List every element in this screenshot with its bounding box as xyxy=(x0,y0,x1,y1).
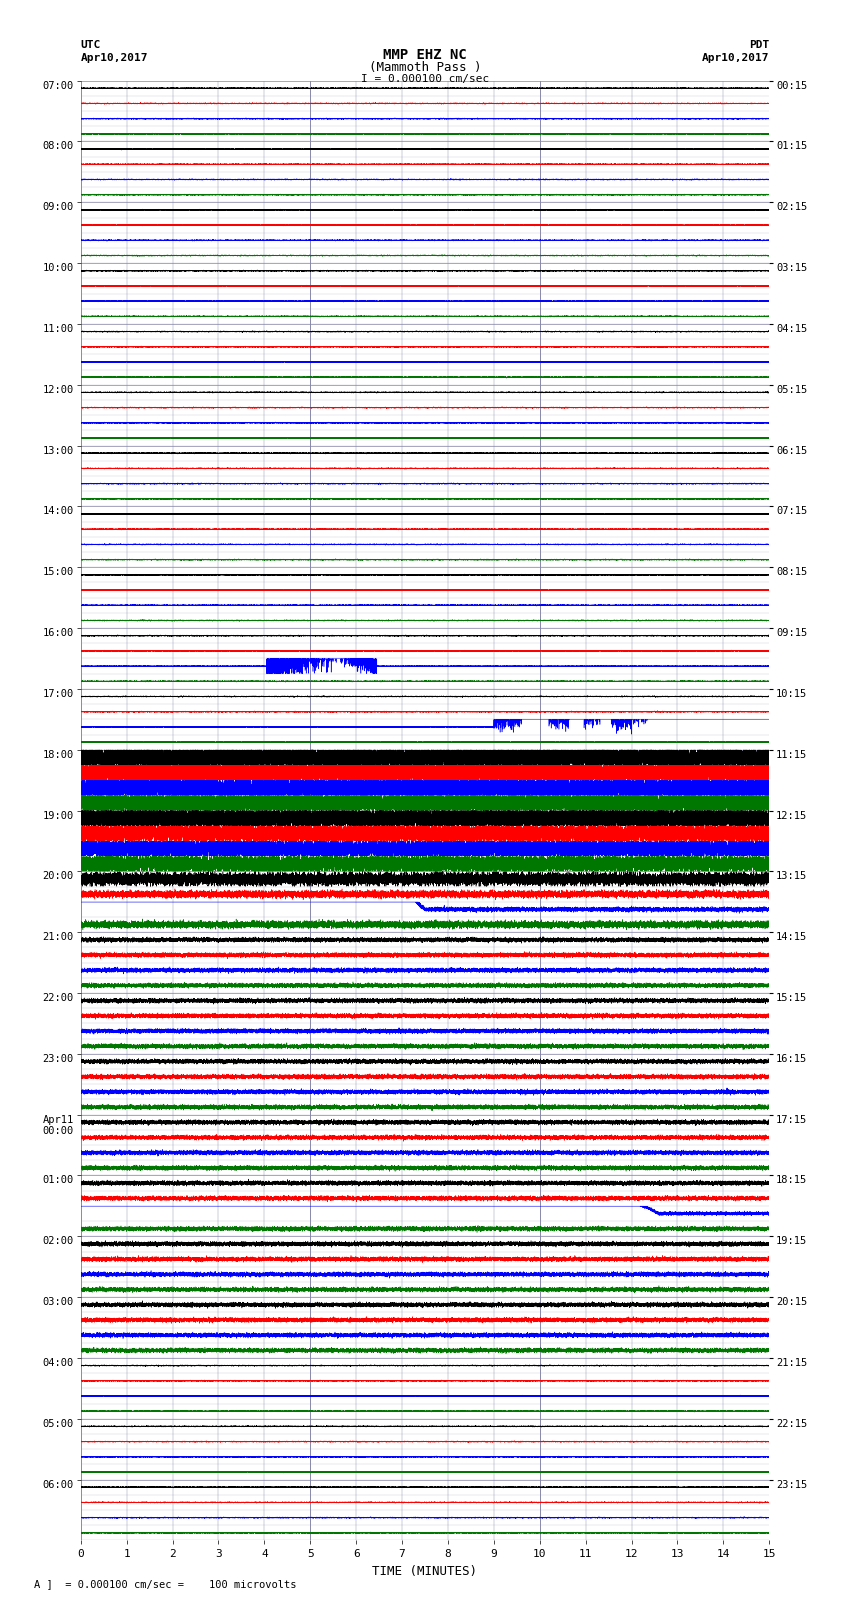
Text: Apr10,2017: Apr10,2017 xyxy=(81,53,148,63)
Text: (Mammoth Pass ): (Mammoth Pass ) xyxy=(369,61,481,74)
Text: A ]  = 0.000100 cm/sec =    100 microvolts: A ] = 0.000100 cm/sec = 100 microvolts xyxy=(34,1579,297,1589)
X-axis label: TIME (MINUTES): TIME (MINUTES) xyxy=(372,1565,478,1578)
Text: UTC: UTC xyxy=(81,40,101,50)
Text: PDT: PDT xyxy=(749,40,769,50)
Text: I = 0.000100 cm/sec: I = 0.000100 cm/sec xyxy=(361,74,489,84)
Text: MMP EHZ NC: MMP EHZ NC xyxy=(383,48,467,63)
Text: Apr10,2017: Apr10,2017 xyxy=(702,53,769,63)
